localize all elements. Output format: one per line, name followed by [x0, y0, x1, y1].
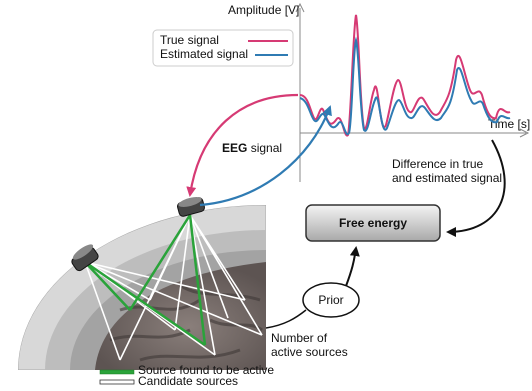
signal-plot: Amplitude [V] Time [s] True signal Estim… — [153, 3, 530, 182]
diagram: Amplitude [V] Time [s] True signal Estim… — [0, 0, 532, 391]
bottom-legend-label: Candidate sources — [138, 374, 238, 388]
difference-arrow — [448, 140, 505, 232]
difference-label: and estimated signal — [392, 171, 502, 185]
prior-label: Prior — [318, 293, 343, 307]
prior-arrow — [346, 248, 356, 286]
candidate-swatch — [100, 380, 134, 384]
free-energy-label: Free energy — [339, 216, 407, 230]
y-axis-label: Amplitude [V] — [228, 3, 299, 17]
estimate-arrow — [200, 107, 330, 205]
sources-label: Number of — [271, 331, 328, 345]
true-signal — [300, 15, 510, 136]
legend-label: Estimated signal — [160, 47, 248, 61]
sources-label: active sources — [271, 345, 348, 359]
sources-link — [266, 310, 306, 328]
legend-label: True signal — [160, 33, 219, 47]
difference-label: Difference in true — [392, 157, 483, 171]
active-swatch — [100, 370, 134, 374]
eeg-label: EEG signal — [222, 141, 282, 155]
estimated-signal — [300, 40, 510, 134]
head — [18, 205, 266, 370]
